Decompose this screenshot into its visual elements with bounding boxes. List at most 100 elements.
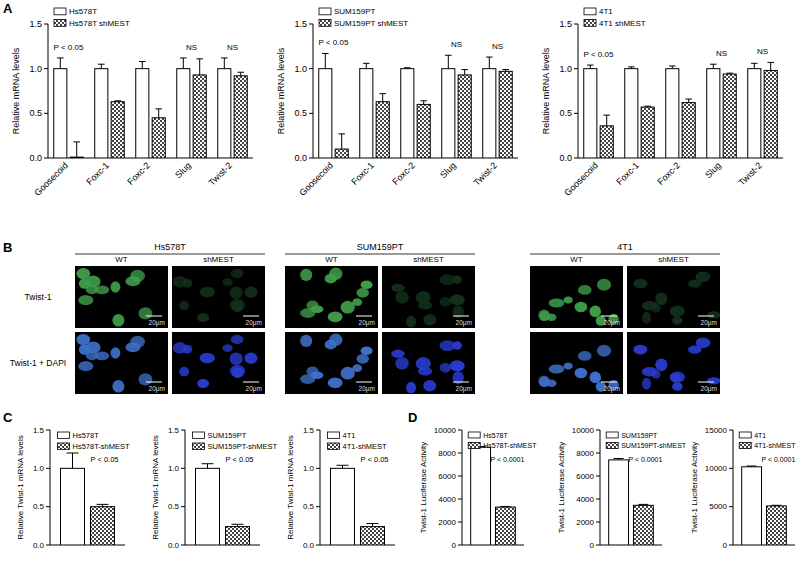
scale-bar-label: 20μm	[149, 385, 165, 393]
cell-nucleus	[325, 274, 337, 284]
bar-group	[61, 453, 115, 545]
y-axis-label: Relative Twist-1 mRNA levels	[16, 435, 25, 539]
bar	[226, 527, 250, 545]
cell-nucleus	[182, 279, 192, 288]
bar-group	[742, 466, 787, 545]
bar-group	[54, 58, 248, 158]
cell-nucleus	[391, 284, 405, 292]
bar	[331, 468, 355, 545]
bar	[499, 71, 512, 158]
error-cap	[747, 466, 757, 467]
y-tick	[458, 522, 462, 523]
error-bar	[669, 66, 676, 69]
y-tick	[574, 113, 578, 114]
bar	[748, 69, 761, 158]
cell-nucleus	[138, 373, 152, 385]
cell-nucleus	[76, 268, 90, 279]
legend: Hs578THs578T shMEST	[54, 7, 130, 28]
error-cap	[445, 55, 452, 56]
error-cap	[114, 100, 121, 101]
y-tick-label: 6000	[438, 472, 456, 481]
bar	[666, 69, 679, 158]
cell-nucleus	[300, 308, 315, 318]
legend-label: 4T1 shMEST	[599, 19, 646, 28]
image-background	[530, 332, 623, 394]
bar	[54, 69, 67, 158]
error-stem	[754, 63, 755, 68]
error-cap	[232, 524, 244, 525]
cell-nucleus	[111, 281, 121, 293]
y-tick	[596, 522, 600, 523]
bar-chart: 0200040006000800010000Twist-1 Luciferase…	[557, 426, 687, 550]
cell-line-label: SUM159PT	[357, 242, 404, 252]
bar	[707, 69, 720, 158]
image-background	[75, 266, 168, 328]
y-tick-label: 1.5	[559, 19, 572, 29]
error-bar	[644, 106, 651, 108]
error-bar	[139, 62, 146, 69]
cell-nucleus	[300, 374, 315, 384]
y-tick	[44, 113, 48, 114]
cell-nucleus	[578, 351, 592, 361]
cell-nucleus	[655, 358, 667, 371]
scale-bar-label: 20μm	[456, 385, 472, 393]
scale-bar	[356, 316, 372, 317]
y-tick-label: 0	[452, 541, 457, 550]
y-tick	[596, 545, 600, 546]
error-bar	[603, 115, 610, 126]
annotation: P < 0.05	[225, 455, 253, 464]
y-tick-label: 0.5	[29, 108, 42, 118]
legend-swatch	[54, 20, 66, 27]
scale-bar-label: 20μm	[149, 319, 165, 327]
cell-nucleus	[230, 352, 243, 365]
y-tick-label: 4000	[438, 495, 456, 504]
image-background	[382, 266, 475, 328]
x-tick-label: Foxc-1	[84, 160, 111, 187]
scale-bar-label: 20μm	[701, 385, 717, 393]
image-background	[75, 332, 168, 394]
error-stem	[325, 53, 326, 68]
error-cap	[180, 57, 187, 58]
scale-bar-label: 20μm	[359, 319, 375, 327]
error-stem	[606, 115, 607, 126]
error-stem	[76, 142, 77, 157]
cell-nucleus	[328, 311, 343, 322]
error-bar	[97, 504, 109, 506]
bar	[95, 69, 108, 158]
y-tick-label: 1.5	[29, 19, 42, 29]
y-tick	[46, 430, 50, 431]
error-bar	[445, 55, 452, 68]
error-cap	[237, 72, 244, 73]
condition-label: shMEST	[413, 255, 444, 264]
y-tick	[316, 506, 320, 507]
bar	[723, 74, 736, 158]
image-background	[285, 332, 378, 394]
legend-label: Hs578T-shMEST	[483, 442, 537, 449]
bar-chart: 0.00.51.01.5Relative Twist-1 mRNA levels…	[16, 426, 130, 550]
cell-nucleus	[549, 364, 565, 373]
error-bar	[500, 506, 510, 508]
cell-nucleus	[244, 353, 257, 364]
y-axis	[320, 430, 321, 545]
image-panel: Twist-1Twist-1 + DAPIHs578TWT20μm20μmshM…	[10, 242, 721, 394]
bar	[483, 69, 496, 158]
bar	[91, 507, 115, 545]
cell-nucleus	[590, 306, 601, 318]
y-tick-label: 0.5	[303, 502, 315, 511]
y-tick-label: 10000	[705, 464, 728, 473]
micrograph	[530, 332, 623, 394]
cell-nucleus	[597, 279, 611, 291]
x-tick-label: Foxc-2	[390, 160, 417, 187]
annotation: P < 0.05	[319, 38, 349, 47]
error-cap	[420, 100, 427, 101]
panel-label: D	[408, 410, 417, 425]
y-tick	[44, 24, 48, 25]
error-bar	[404, 67, 411, 69]
y-tick-label: 0.0	[33, 541, 45, 550]
y-tick-label: 0.5	[559, 108, 572, 118]
cell-nucleus	[688, 280, 702, 288]
bar	[764, 70, 777, 158]
bar	[641, 107, 654, 158]
y-tick-label: 0.5	[33, 502, 45, 511]
error-cap	[669, 65, 676, 66]
